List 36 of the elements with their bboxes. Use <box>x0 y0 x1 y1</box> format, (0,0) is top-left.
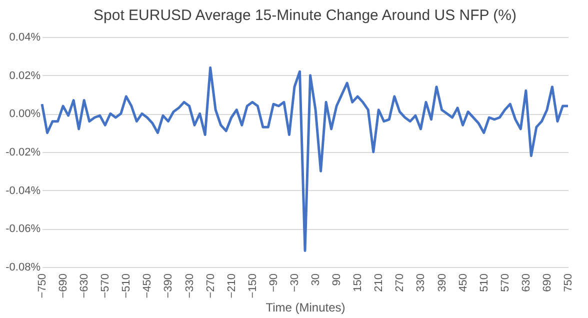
x-tick-label: 210 <box>373 274 386 292</box>
x-tick-label: −210 <box>226 274 238 298</box>
x-tick-label: 270 <box>394 274 406 292</box>
x-tick-label: 690 <box>541 274 554 292</box>
y-tick-label: 0.04% <box>9 32 41 44</box>
x-tick-label: −750 <box>36 274 48 298</box>
x-tick-label: 450 <box>457 274 470 292</box>
x-tick-label: −510 <box>120 274 133 298</box>
y-tick-label: -0.02% <box>6 146 41 158</box>
x-tick-label: −90 <box>268 274 280 292</box>
x-axis-title: Time (Minutes) <box>266 300 346 314</box>
x-tick-label: 390 <box>436 274 448 292</box>
y-tick-label: -0.04% <box>6 184 41 197</box>
x-tick-label: 630 <box>520 274 532 292</box>
x-tick-label: −150 <box>246 274 259 298</box>
x-tick-label: 30 <box>310 274 322 286</box>
x-tick-label: −450 <box>142 274 154 298</box>
x-tick-label: −570 <box>100 274 112 298</box>
x-tick-label: 150 <box>352 274 364 292</box>
x-tick-label: 330 <box>415 274 428 292</box>
y-tick-label: 0.00% <box>9 108 41 120</box>
x-tick-label: −630 <box>78 274 91 298</box>
x-tick-label: −270 <box>204 274 217 298</box>
x-tick-label: −30 <box>288 274 301 292</box>
y-tick-label: -0.08% <box>6 262 41 274</box>
x-tick-label: 570 <box>499 274 512 292</box>
x-tick-label: 510 <box>478 274 490 292</box>
x-tick-label: −330 <box>184 274 196 298</box>
x-tick-label: −390 <box>162 274 175 298</box>
x-tick-label: 90 <box>331 274 344 286</box>
x-tick-label: −690 <box>58 274 70 298</box>
y-tick-label: 0.02% <box>9 70 41 82</box>
y-tick-label: -0.06% <box>6 223 41 236</box>
x-tick-label: 750 <box>562 274 574 292</box>
chart-title: Spot EURUSD Average 15-Minute Change Around US NFP (%) <box>94 7 516 24</box>
line-series <box>40 66 570 252</box>
